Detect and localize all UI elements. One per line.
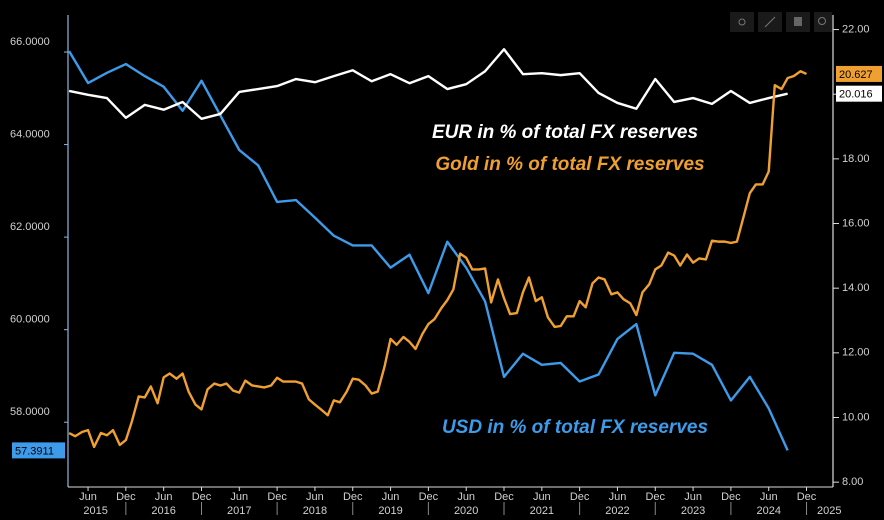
x-tick-label: Dec	[494, 491, 514, 503]
year-label: 2025	[817, 505, 841, 517]
year-label: 2015	[83, 505, 107, 517]
x-tick-label: Dec	[192, 491, 212, 503]
end-tag: 20.627	[836, 65, 882, 82]
end-tag-box	[836, 85, 882, 102]
x-tick-label: Jun	[382, 491, 400, 503]
x-tick-label: Jun	[609, 491, 627, 503]
icon-glyph	[764, 16, 776, 28]
end-tag-box	[12, 442, 65, 459]
x-tick-label: Jun	[684, 491, 702, 503]
toolbar	[730, 12, 832, 32]
end-tag-box	[836, 65, 882, 82]
annotation: Gold in % of total FX reserves	[435, 154, 704, 175]
series-line	[68, 70, 808, 449]
x-tick-label: Dec	[570, 491, 590, 503]
y2-tick-label: 22.00	[842, 23, 870, 35]
icon-glyph	[738, 18, 746, 26]
x-tick-label: Jun	[457, 491, 475, 503]
end-tag: 57.3911	[12, 442, 65, 459]
year-label: 2018	[303, 505, 327, 517]
x-tick-label: Jun	[79, 491, 97, 503]
tool-icon[interactable]	[730, 12, 754, 32]
icon-glyph	[818, 17, 826, 25]
x-tick-label: Dec	[645, 491, 665, 503]
x-tick-label: Jun	[760, 491, 778, 503]
x-tick-label: Dec	[267, 491, 287, 503]
series-line	[68, 50, 789, 451]
x-tick-label: Jun	[306, 491, 324, 503]
year-label: 2020	[454, 505, 478, 517]
y2-tick-label: 16.00	[842, 217, 870, 229]
y-tick-label: 60.0000	[10, 314, 50, 326]
x-tick-label: Dec	[343, 491, 363, 503]
tool-icon[interactable]	[814, 12, 832, 32]
year-label: 2023	[681, 505, 705, 517]
y2-tick-label: 10.00	[842, 411, 870, 423]
x-tick-label: Jun	[533, 491, 551, 503]
x-tick-label: Jun	[155, 491, 173, 503]
y2-tick-label: 14.00	[842, 282, 870, 294]
year-label: 2024	[756, 505, 780, 517]
year-label: 2016	[151, 505, 175, 517]
series-line	[68, 48, 788, 120]
year-label: 2022	[605, 505, 629, 517]
icon-glyph	[794, 17, 802, 26]
year-label: 2017	[227, 505, 251, 517]
y2-tick-label: 8.00	[842, 476, 863, 488]
end-tag-label: 20.627	[839, 69, 873, 81]
year-label: 2019	[378, 505, 402, 517]
y-tick-label: 66.0000	[10, 36, 50, 48]
annotation: EUR in % of total FX reserves	[432, 122, 698, 143]
y2-tick-label: 12.00	[842, 347, 870, 359]
end-tag-label: 57.3911	[15, 445, 54, 457]
annotation: USD in % of total FX reserves	[442, 417, 708, 438]
x-tick-label: Dec	[116, 491, 136, 503]
year-label: 2021	[530, 505, 554, 517]
x-tick-label: Dec	[419, 491, 439, 503]
y-tick-label: 62.0000	[10, 221, 50, 233]
x-tick-label: Dec	[797, 491, 817, 503]
end-tag: 20.016	[836, 85, 882, 102]
x-tick-label: Dec	[721, 491, 741, 503]
y-tick-label: 64.0000	[10, 128, 50, 140]
end-tag-label: 20.016	[839, 89, 873, 101]
x-tick-label: Jun	[230, 491, 248, 503]
y-tick-label: 58.0000	[10, 406, 50, 418]
y2-tick-label: 18.00	[842, 153, 870, 165]
